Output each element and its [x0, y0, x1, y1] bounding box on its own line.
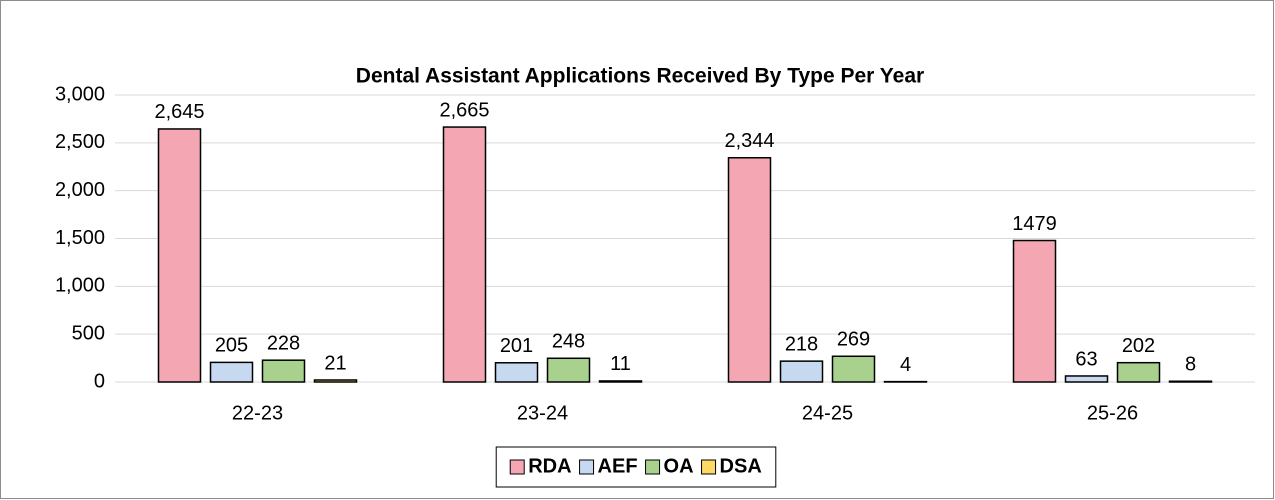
- bar: [1116, 361, 1161, 383]
- value-label: 11: [610, 353, 631, 375]
- legend-swatch: [509, 459, 525, 475]
- x-tick-label: 23-24: [517, 402, 568, 424]
- bar: [494, 362, 539, 383]
- value-label: 2,665: [439, 99, 489, 121]
- bar: [779, 360, 824, 383]
- bar: [313, 379, 358, 383]
- chart-title: Dental Assistant Applications Received B…: [356, 65, 924, 88]
- y-tick-label: 0: [94, 370, 105, 392]
- y-tick-label: 3,000: [55, 83, 105, 105]
- value-label: 2,645: [154, 101, 204, 123]
- value-label: 202: [1122, 335, 1155, 357]
- bar: [442, 126, 487, 383]
- y-tick-label: 500: [72, 322, 105, 344]
- value-label: 201: [500, 335, 533, 357]
- bar: [598, 380, 643, 383]
- bar: [209, 361, 254, 383]
- y-tick-label: 1,000: [55, 275, 105, 297]
- legend-swatch: [579, 459, 595, 475]
- legend-label: RDA: [528, 455, 571, 477]
- bar: [157, 128, 202, 383]
- legend-border: [495, 446, 777, 488]
- value-label: 63: [1075, 348, 1097, 370]
- legend-label: OA: [664, 455, 694, 477]
- x-tick-label: 24-25: [802, 402, 853, 424]
- value-label: 218: [785, 333, 818, 355]
- value-label: 1479: [1012, 213, 1057, 235]
- value-label: 2,344: [724, 130, 774, 152]
- x-tick-label: 22-23: [232, 402, 283, 424]
- bar: [1012, 239, 1057, 383]
- legend-swatch: [701, 459, 717, 475]
- value-label: 228: [267, 332, 300, 354]
- value-label: 21: [324, 352, 346, 374]
- y-tick-label: 2,500: [55, 131, 105, 153]
- y-tick-label: 1,500: [55, 227, 105, 249]
- bar: [261, 359, 306, 383]
- bar: [727, 157, 772, 383]
- legend-label: AEF: [598, 455, 638, 477]
- value-label: 269: [837, 329, 870, 351]
- bar: [831, 355, 876, 383]
- bar: [1168, 380, 1213, 383]
- legend-swatch: [645, 459, 661, 475]
- y-tick-label: 2,000: [55, 179, 105, 201]
- legend-label: DSA: [720, 455, 762, 477]
- value-label: 248: [552, 331, 585, 353]
- value-label: 8: [1185, 354, 1196, 376]
- bar: [546, 357, 591, 383]
- value-label: 4: [900, 354, 911, 376]
- bar: [1064, 375, 1109, 383]
- x-tick-label: 25-26: [1087, 402, 1138, 424]
- value-label: 205: [215, 335, 248, 357]
